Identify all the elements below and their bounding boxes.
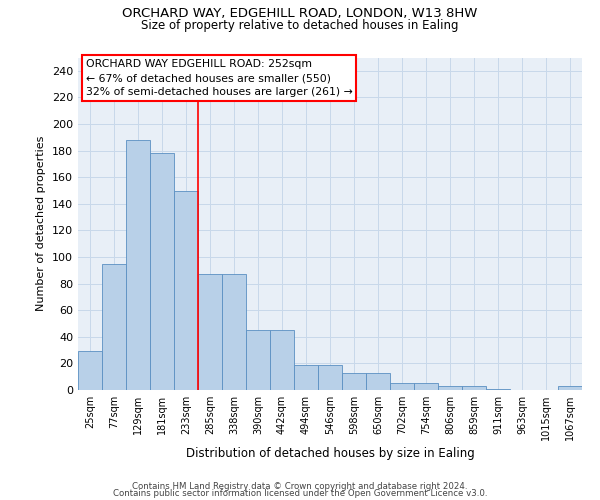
Text: Size of property relative to detached houses in Ealing: Size of property relative to detached ho… [141,18,459,32]
Bar [390,384,414,390]
Bar [462,386,486,390]
Text: ORCHARD WAY, EDGEHILL ROAD, LONDON, W13 8HW: ORCHARD WAY, EDGEHILL ROAD, LONDON, W13 … [122,8,478,20]
Bar [102,264,126,390]
Bar [198,274,222,390]
Bar [270,330,294,390]
Bar [558,386,582,390]
Bar [246,330,270,390]
Bar [78,352,102,390]
Y-axis label: Number of detached properties: Number of detached properties [37,136,46,312]
Text: ORCHARD WAY EDGEHILL ROAD: 252sqm
← 67% of detached houses are smaller (550)
32%: ORCHARD WAY EDGEHILL ROAD: 252sqm ← 67% … [86,59,352,97]
Bar [294,364,318,390]
Bar [342,372,366,390]
Bar [318,364,342,390]
Bar [150,154,174,390]
Bar [366,372,390,390]
Bar [438,386,462,390]
Text: Contains HM Land Registry data © Crown copyright and database right 2024.: Contains HM Land Registry data © Crown c… [132,482,468,491]
Bar [486,388,510,390]
Bar [414,384,438,390]
Bar [126,140,150,390]
X-axis label: Distribution of detached houses by size in Ealing: Distribution of detached houses by size … [185,447,475,460]
Text: Contains public sector information licensed under the Open Government Licence v3: Contains public sector information licen… [113,489,487,498]
Bar [222,274,246,390]
Bar [174,190,198,390]
